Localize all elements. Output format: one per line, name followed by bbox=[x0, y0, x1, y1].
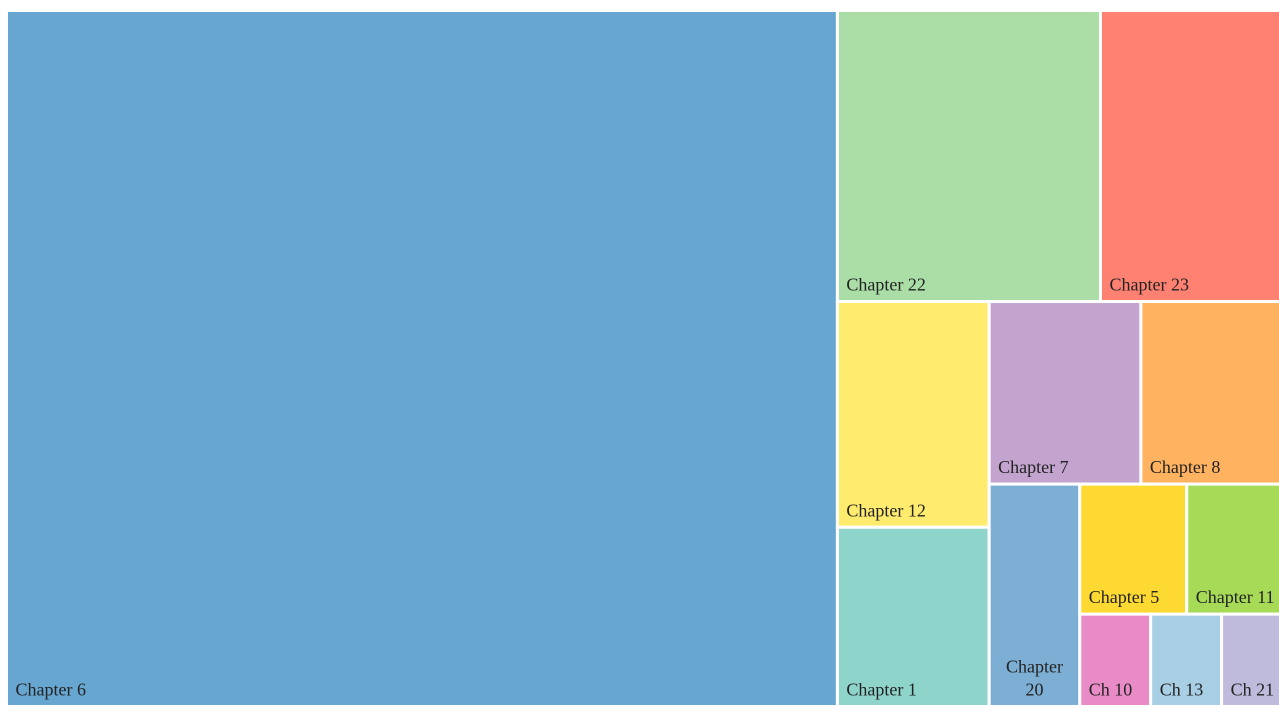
tile bbox=[1185, 482, 1279, 616]
tile bbox=[835, 525, 991, 705]
tile bbox=[835, 9, 1102, 304]
tile-label: Ch 21 bbox=[1231, 680, 1275, 700]
tile-label: Ch 13 bbox=[1160, 680, 1204, 700]
tile bbox=[987, 300, 1143, 486]
tile-label: Chapter 7 bbox=[998, 457, 1068, 477]
tile bbox=[1139, 300, 1279, 486]
tile bbox=[1220, 612, 1279, 705]
tile-label: Chapter 8 bbox=[1150, 457, 1220, 477]
tile-label: Ch 10 bbox=[1089, 680, 1133, 700]
tile bbox=[1078, 612, 1153, 705]
tile bbox=[835, 300, 991, 529]
tile-label: Chapter 20 bbox=[1006, 657, 1063, 700]
tile bbox=[1149, 612, 1224, 705]
tile-label: Chapter 23 bbox=[1109, 275, 1188, 295]
tile bbox=[987, 482, 1082, 705]
tile-label: Chapter 22 bbox=[846, 275, 925, 295]
tile-label: Chapter 6 bbox=[16, 680, 86, 700]
tile-label: Chapter 11 bbox=[1196, 587, 1275, 607]
tile-label: Chapter 5 bbox=[1089, 587, 1159, 607]
tile bbox=[5, 9, 839, 705]
tile-label: Chapter 1 bbox=[846, 680, 916, 700]
tile bbox=[1078, 482, 1189, 616]
tile-label: Chapter 12 bbox=[846, 500, 925, 520]
tile bbox=[1098, 9, 1279, 304]
